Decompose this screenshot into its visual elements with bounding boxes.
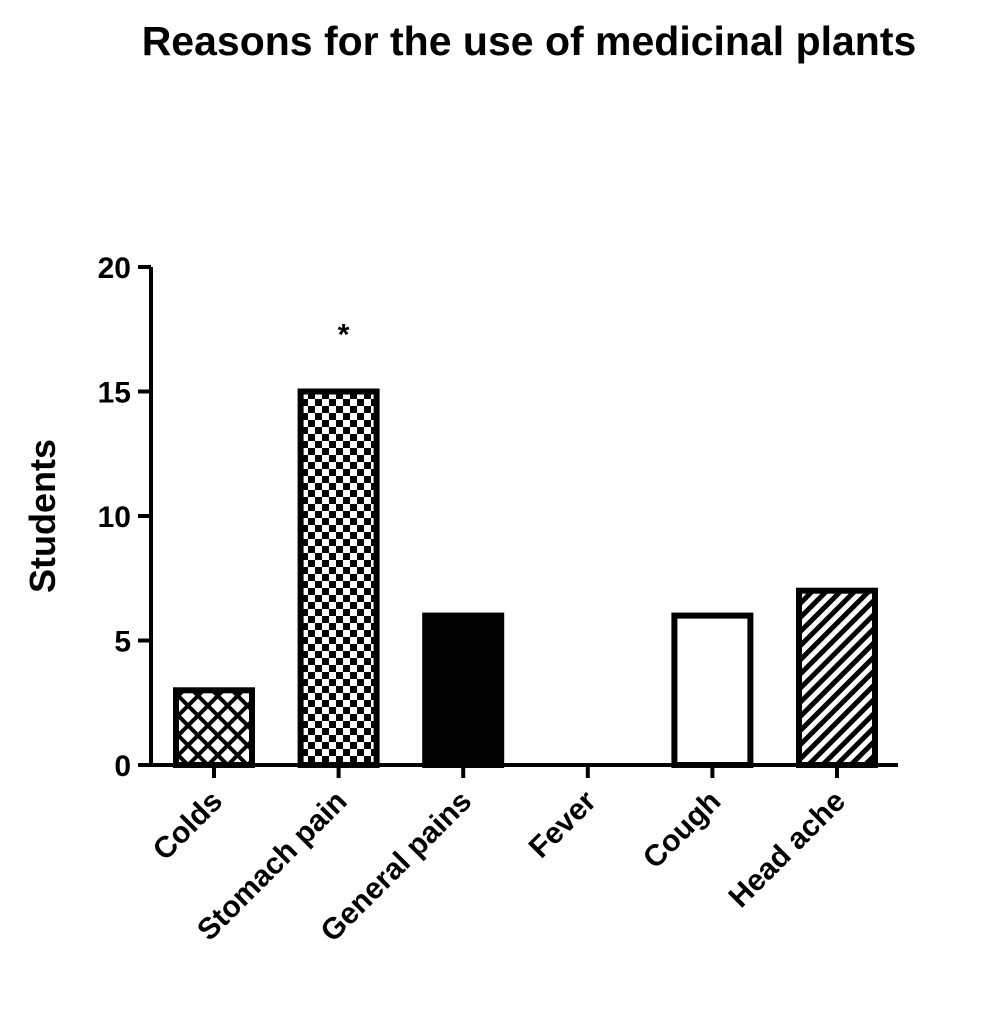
bar-colds	[173, 687, 255, 768]
y-tick-label: 5	[114, 626, 131, 659]
chart-title: Reasons for the use of medicinal plants	[141, 18, 917, 64]
x-tick-label: Fever	[523, 784, 603, 864]
x-tick-label: Cough	[637, 785, 727, 875]
bar-cough	[671, 612, 754, 768]
significance-marker: *	[338, 319, 350, 352]
y-tick-label: 20	[98, 252, 131, 285]
y-axis-label: Students	[22, 439, 63, 593]
bar-stomach-pain	[297, 388, 380, 768]
bar-general-pains	[422, 612, 505, 768]
y-tick-label: 15	[98, 377, 131, 410]
bar-head-ache	[796, 587, 878, 769]
y-tick-label: 10	[98, 501, 131, 534]
x-tick-label: Head ache	[722, 785, 851, 914]
bars	[173, 388, 878, 769]
y-tick-label: 0	[114, 750, 131, 783]
x-tick-label: Colds	[147, 785, 229, 867]
